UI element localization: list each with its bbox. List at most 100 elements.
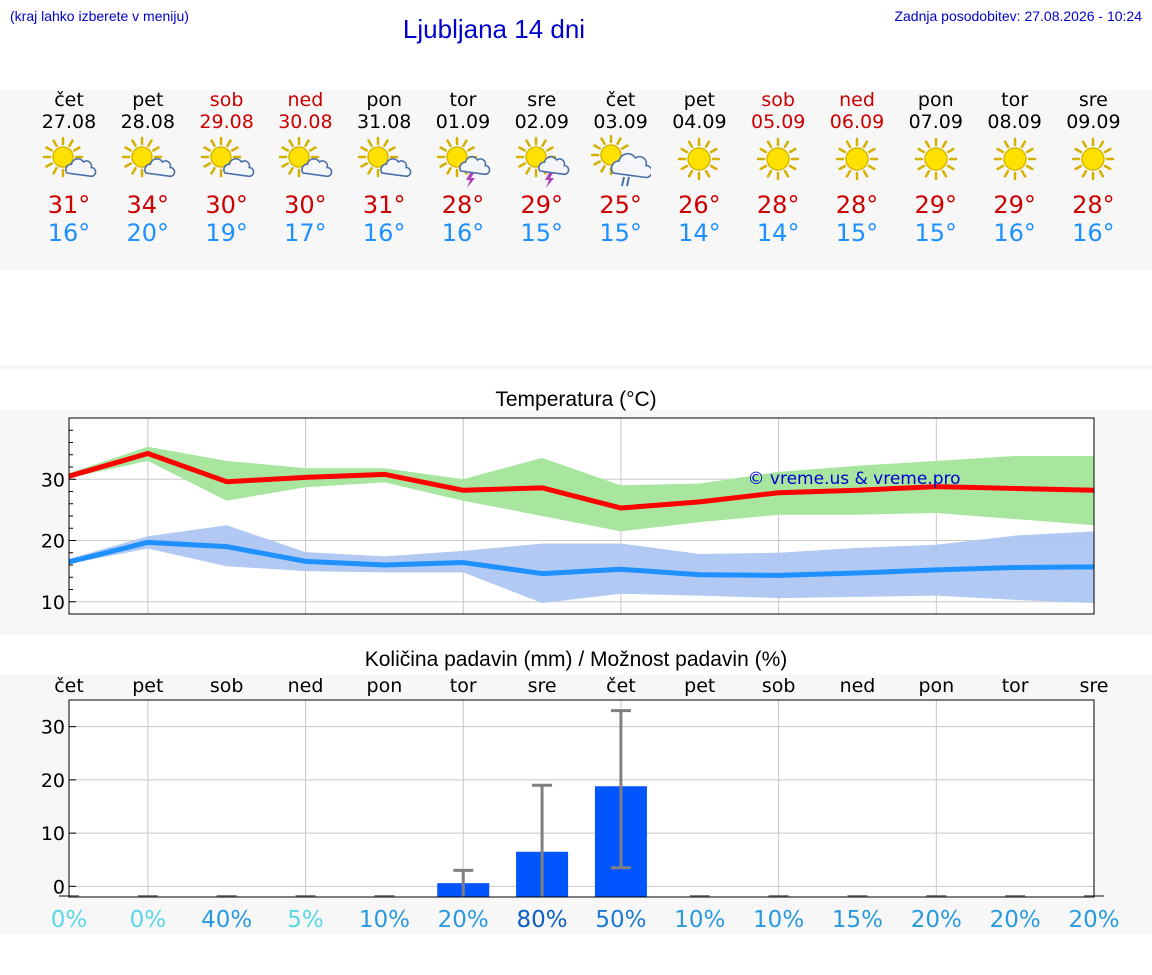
day-column: sob 05.09 28° 14° (738, 89, 818, 247)
day-column: tor 08.09 29° 16° (975, 89, 1055, 247)
max-temperature: 28° (1072, 191, 1115, 219)
min-temperature: 16° (993, 219, 1036, 247)
day-date: 31.08 (356, 111, 412, 133)
min-temperature: 16° (47, 219, 91, 247)
sun-cloud-icon (265, 135, 345, 189)
day-name: sre (1078, 89, 1108, 111)
sun-icon (896, 135, 976, 189)
y-tick-label: 10 (41, 823, 65, 845)
category-label: tor (1002, 675, 1029, 697)
y-tick-label: 30 (41, 717, 65, 739)
category-label: pon (367, 675, 403, 697)
day-name: pet (683, 89, 715, 111)
precipitation-probability: 20% (990, 907, 1041, 933)
page-title: Ljubljana 14 dni (402, 14, 586, 44)
day-column: sre 02.09 29° 15° (502, 89, 582, 247)
day-date: 28.08 (120, 111, 175, 133)
sun-icon (659, 135, 739, 189)
sun-cloud-icon (108, 135, 188, 189)
watermark: © vreme.us & vreme.pro (747, 469, 960, 489)
precipitation-chart: čet pet sob ned pon tor sre čet pet sob ned pon tor s… (41, 675, 1120, 933)
min-temperature: 15° (599, 219, 642, 247)
day-date: 09.09 (1066, 111, 1121, 133)
max-temperature: 29° (993, 191, 1036, 219)
day-name: tor (1001, 89, 1029, 111)
category-label: tor (450, 675, 477, 697)
last-updated: Zadnja posodobitev: 27.08.2026 - 10:24 (894, 8, 1142, 24)
day-name: pon (917, 89, 954, 111)
min-temperature: 14° (678, 219, 721, 247)
category-label: pon (918, 675, 954, 697)
day-date: 29.08 (199, 111, 254, 133)
sun-icon (1053, 135, 1133, 189)
day-name: tor (449, 89, 477, 111)
min-temperature: 14° (756, 219, 800, 247)
precipitation-probability: 20% (1068, 907, 1119, 933)
max-temperature: 26° (678, 191, 721, 219)
day-column: tor 01.09 28° 16° (423, 89, 503, 247)
precipitation-probability: 50% (595, 907, 646, 933)
precipitation-probability: 40% (201, 907, 252, 933)
min-temperature: 20° (126, 219, 170, 247)
sun-cloud-icon (187, 135, 267, 189)
max-temperature: 29° (914, 191, 958, 219)
category-label: sob (762, 675, 796, 697)
max-temperature: 29° (520, 191, 564, 219)
category-label: pet (132, 675, 163, 697)
day-name: ned (287, 89, 324, 111)
min-temperature: 16° (1072, 219, 1115, 247)
day-date: 04.09 (672, 111, 727, 133)
day-date: 07.09 (908, 111, 963, 133)
precipitation-chart-title: Količina padavin (mm) / Možnost padavin … (364, 648, 788, 671)
category-label: sob (210, 675, 244, 697)
sun-storm-icon (502, 135, 582, 189)
day-name: čet (54, 89, 84, 111)
y-tick-label: 10 (41, 592, 65, 614)
day-column: sob 29.08 30° 19° (187, 89, 267, 247)
day-date: 30.08 (278, 111, 333, 133)
min-temperature: 15° (914, 219, 958, 247)
precipitation-probability: 0% (51, 907, 88, 933)
day-name: čet (605, 89, 636, 111)
day-name: sre (527, 89, 557, 111)
y-tick-label: 0 (53, 876, 65, 898)
max-temperature: 34° (126, 191, 170, 219)
max-temperature: 30° (284, 191, 327, 219)
precipitation-probability: 80% (517, 907, 568, 933)
temperature-chart-title: Temperatura (°C) (495, 388, 657, 411)
day-name: sob (209, 89, 244, 111)
max-temperature: 28° (441, 191, 485, 219)
category-label: sre (1080, 675, 1109, 697)
plot-frame (68, 699, 1095, 898)
category-label: ned (288, 675, 324, 697)
location-hint: (kraj lahko izberete v meniju) (10, 8, 189, 24)
max-temperature: 30° (205, 191, 248, 219)
sun-icon (817, 135, 897, 189)
precipitation-probability: 0% (130, 907, 167, 933)
max-temperature: 28° (835, 191, 879, 219)
precipitation-probability: 20% (911, 907, 962, 933)
min-temperature: 15° (520, 219, 564, 247)
min-temperature: 16° (362, 219, 406, 247)
precipitation-probability: 5% (287, 907, 324, 933)
series-line (68, 539, 1095, 578)
day-name: ned (839, 89, 875, 111)
min-temperature: 19° (205, 219, 248, 247)
precipitation-probability: 10% (753, 907, 804, 933)
day-column: pon 07.09 29° 15° (896, 89, 976, 247)
category-label: čet (54, 675, 84, 697)
sun-icon (975, 135, 1055, 189)
category-label: pet (684, 675, 715, 697)
forecast-range-band (69, 446, 1094, 532)
day-name: pon (366, 89, 403, 111)
day-date: 08.09 (987, 111, 1042, 133)
max-temperature: 28° (756, 191, 800, 219)
y-tick-label: 30 (41, 469, 65, 491)
category-label: sre (528, 675, 557, 697)
day-date: 02.09 (514, 111, 569, 133)
precipitation-probability: 15% (832, 907, 883, 933)
day-name: pet (132, 89, 164, 111)
day-date: 03.09 (593, 111, 648, 133)
sun-cloud-icon (29, 135, 109, 189)
day-column: pet 28.08 34° 20° (108, 89, 188, 247)
